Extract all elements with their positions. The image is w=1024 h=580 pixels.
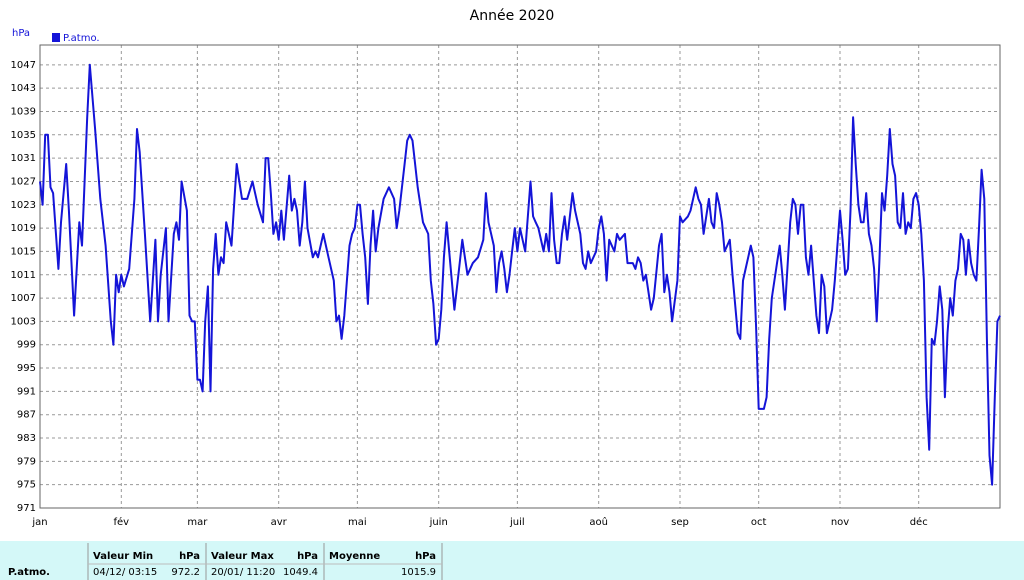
y-tick-label: 1003 [11, 316, 36, 327]
plot-border [39, 44, 1001, 509]
x-tick-label: juil [509, 517, 525, 528]
x-tick-label: nov [831, 517, 849, 528]
stats-unit: hPa [415, 551, 436, 562]
y-tick-label: 1039 [11, 106, 36, 117]
stats-title: Valeur Min [93, 551, 153, 562]
y-tick-label: 999 [17, 340, 36, 351]
chart-title: Année 2020 [470, 8, 555, 24]
y-tick-label: 975 [17, 480, 36, 491]
y-tick-label: 991 [17, 386, 36, 397]
stats-table: P.atmo. Valeur Min hPa 04/12/ 03:15 972.2 Val… [8, 543, 443, 580]
stats-unit: hPa [297, 551, 318, 562]
y-tick-label: 979 [17, 456, 36, 467]
stats-value: 972.2 [171, 567, 200, 578]
plot-area [40, 45, 1000, 508]
stats-band [0, 541, 1024, 580]
y-tick-label: 1047 [11, 60, 36, 71]
series-line [39, 63, 1001, 486]
y-tick-label: 1019 [11, 223, 36, 234]
stats-title: Valeur Max [211, 551, 274, 562]
y-tick-label: 1027 [11, 176, 36, 187]
stats-unit: hPa [179, 551, 200, 562]
legend-label: P.atmo. [63, 33, 100, 44]
stats-value: 1049.4 [283, 567, 318, 578]
y-tick-label: 1043 [11, 83, 36, 94]
stats-date: 04/12/ 03:15 [93, 567, 157, 578]
x-tick-label: déc [910, 516, 928, 528]
stats-value: 1015.9 [401, 567, 436, 578]
y-tick-label: 1015 [11, 246, 36, 257]
x-tick-label: aoû [589, 516, 608, 528]
y-tick-label: 971 [17, 503, 36, 514]
y-tick-label: 983 [17, 433, 36, 444]
stats-title: Moyenne [329, 551, 380, 562]
x-tick-label: sep [671, 517, 689, 528]
y-tick-label: 1011 [11, 270, 36, 281]
y-tick-label: 1007 [11, 293, 36, 304]
y-axis-unit: hPa [12, 28, 30, 39]
x-tick-label: fév [114, 516, 130, 528]
x-tick-label: avr [271, 517, 288, 528]
x-tick-label: jan [31, 517, 47, 528]
x-tick-label: oct [751, 517, 767, 528]
legend-swatch [52, 33, 60, 42]
y-tick-label: 1035 [11, 130, 36, 141]
x-tick-label: mai [348, 517, 367, 528]
stats-row-label: P.atmo. [8, 567, 50, 578]
x-tick-label: mar [187, 517, 208, 528]
y-tick-label: 987 [17, 410, 36, 421]
y-tick-label: 1031 [11, 153, 36, 164]
stats-date: 20/01/ 11:20 [211, 567, 275, 578]
y-tick-label: 995 [17, 363, 36, 374]
y-tick-label: 1023 [11, 200, 36, 211]
x-tick-label: juin [429, 517, 448, 528]
